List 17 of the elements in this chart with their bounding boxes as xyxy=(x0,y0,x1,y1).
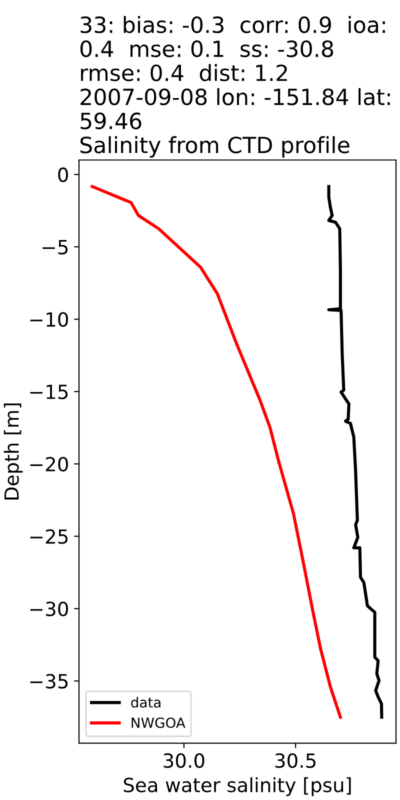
x-tick-label: 30.0 xyxy=(164,753,204,768)
line-series xyxy=(327,184,384,719)
y-tick-label: −30 xyxy=(30,602,68,616)
legend-label: NWGOA xyxy=(132,718,186,728)
y-tick-label: −15 xyxy=(30,384,68,400)
y-tick-label: −5 xyxy=(42,240,68,254)
y-tick-label: 0 xyxy=(58,167,68,182)
x-tick-label: 30.5 xyxy=(275,753,316,768)
chart-title: 33: bias: -0.3 corr: 0.9 ioa: 0.4 mse: 0.1 ss: -30.8 rmse: 0.4 dist: 1.2 2007-09-08 lon: -151.84 lat: 59.46 Salinity from CTD profile xyxy=(80,16,390,158)
y-tick-label: −35 xyxy=(30,674,68,689)
legend-label: data xyxy=(131,696,160,708)
y-axis-title: Depth [m] xyxy=(4,404,23,500)
y-tick-label: −20 xyxy=(30,456,68,472)
x-axis-title: Sea water salinity [psu] xyxy=(124,777,351,796)
y-tick-label: −10 xyxy=(30,312,68,327)
y-tick-label: −25 xyxy=(30,529,68,544)
line-series xyxy=(90,184,342,719)
